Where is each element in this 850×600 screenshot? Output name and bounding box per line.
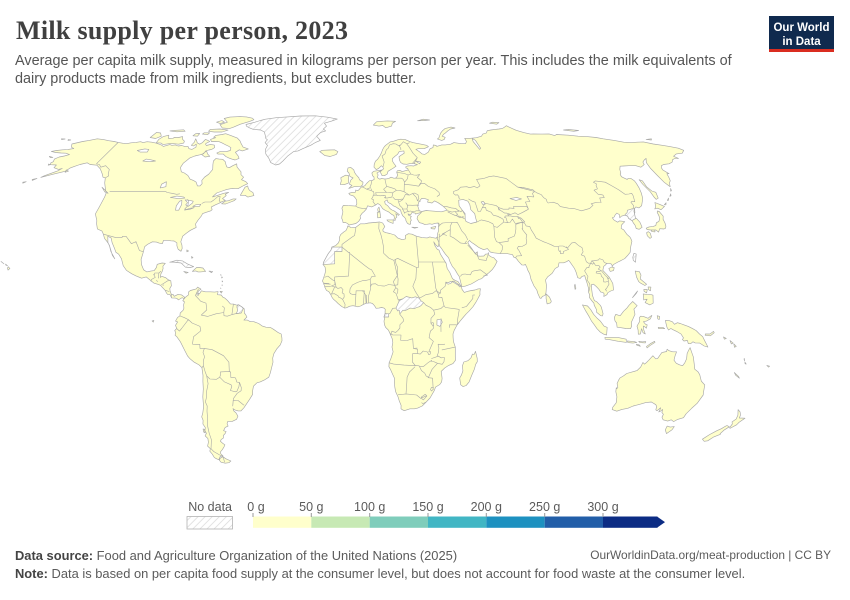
svg-text:100 g: 100 g <box>354 500 385 514</box>
svg-text:50 g: 50 g <box>299 500 323 514</box>
svg-text:200 g: 200 g <box>471 500 502 514</box>
svg-text:0 g: 0 g <box>247 500 264 514</box>
svg-text:300 g: 300 g <box>587 500 618 514</box>
svg-text:150 g: 150 g <box>412 500 443 514</box>
svg-text:250 g: 250 g <box>529 500 560 514</box>
svg-text:No data: No data <box>188 500 232 514</box>
